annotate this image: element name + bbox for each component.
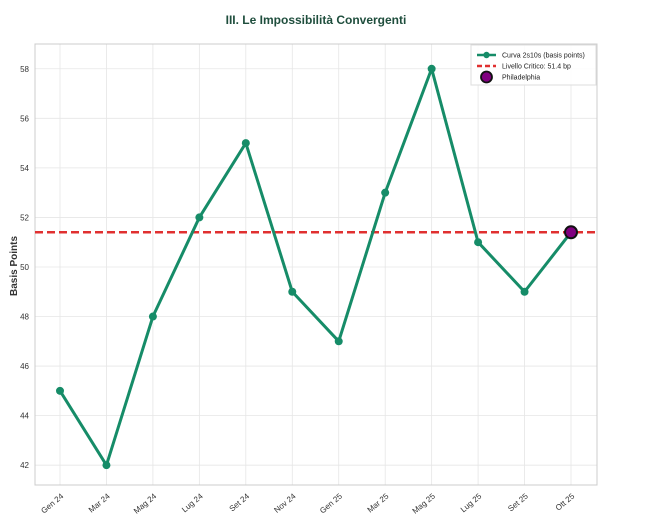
series-point [241, 139, 250, 148]
y-axis: 42 44 46 48 50 52 54 56 58 [20, 65, 29, 470]
y-tick-label: 58 [20, 65, 29, 74]
legend: Curva 2s10s (basis points) Livello Criti… [470, 44, 597, 86]
series-point [520, 287, 529, 296]
x-tick-label: Lug 24 [180, 491, 205, 514]
x-axis: Gen 24 Mar 24 Mag 24 Lug 24 Set 24 Nov 24 Gen … [39, 491, 576, 515]
x-tick-label: Set 25 [506, 491, 530, 513]
series-line [58, 67, 573, 467]
x-tick-label: Ott 25 [554, 491, 577, 512]
highlight-point [564, 225, 578, 240]
x-tick-label: Mag 25 [411, 491, 438, 515]
x-tick-label: Gen 25 [318, 491, 344, 515]
y-tick-label: 50 [20, 263, 29, 272]
legend-label-critical: Livello Critico: 51.4 bp [502, 64, 571, 71]
legend-label-highlight: Philadelphia [502, 75, 540, 82]
legend-marker-highlight [480, 70, 493, 84]
x-tick-label: Mar 24 [87, 491, 112, 514]
grid [35, 44, 597, 485]
x-tick-label: Set 24 [228, 491, 252, 513]
y-tick-label: 52 [20, 213, 29, 222]
legend-label-series: Curva 2s10s (basis points) [502, 53, 585, 60]
series-point [148, 312, 157, 321]
series-point [102, 461, 111, 470]
series-point [427, 64, 436, 73]
x-tick-label: Nov 24 [272, 491, 298, 515]
plot-frame [34, 43, 598, 486]
chart-title: III. Le Impossibilità Convergenti [226, 13, 407, 27]
y-axis-label: Basis Points [9, 236, 20, 296]
y-tick-label: 54 [20, 164, 29, 173]
series-point [288, 287, 297, 296]
series-point [195, 213, 204, 222]
y-tick-label: 42 [20, 461, 29, 470]
series-point [334, 337, 343, 346]
series-point [474, 238, 483, 247]
x-tick-label: Mag 24 [132, 491, 159, 515]
x-tick-label: Lug 25 [459, 491, 484, 514]
x-tick-label: Mar 25 [366, 491, 391, 514]
series-point [381, 188, 390, 197]
series-point [56, 386, 64, 395]
y-tick-label: 48 [20, 313, 29, 322]
y-tick-label: 44 [20, 412, 29, 421]
y-tick-label: 46 [20, 362, 29, 371]
y-tick-label: 56 [20, 114, 29, 123]
x-tick-label: Gen 24 [39, 491, 65, 515]
series-points [56, 64, 575, 470]
legend-marker-series [483, 51, 490, 59]
